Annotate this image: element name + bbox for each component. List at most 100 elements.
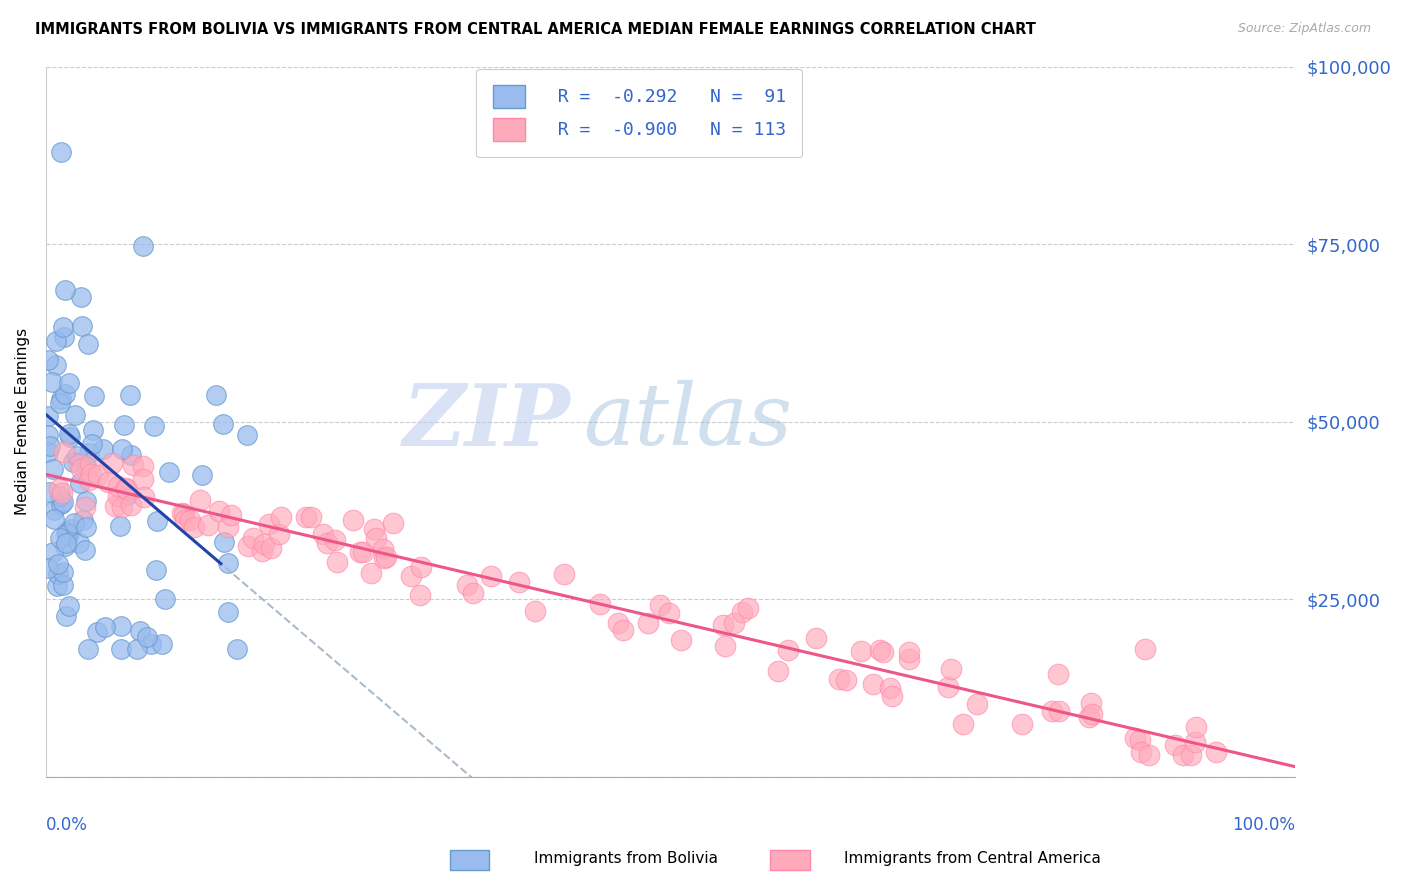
Y-axis label: Median Female Earnings: Median Female Earnings — [15, 328, 30, 516]
Point — [53, 387, 76, 401]
Point — [257, 517, 280, 532]
Point — [45, 358, 67, 372]
Point — [205, 388, 228, 402]
Point — [1123, 731, 1146, 745]
Point — [1080, 696, 1102, 710]
Point — [191, 468, 214, 483]
Point — [1205, 745, 1227, 759]
Point — [637, 616, 659, 631]
Point — [134, 490, 156, 504]
Point — [212, 417, 235, 431]
Point — [41, 375, 63, 389]
Point — [737, 600, 759, 615]
Point — [150, 637, 173, 651]
Point — [648, 598, 671, 612]
Point — [110, 641, 132, 656]
Point — [45, 579, 67, 593]
Point — [77, 641, 100, 656]
Point — [217, 520, 239, 534]
Point — [53, 330, 76, 344]
Point — [1129, 732, 1152, 747]
Point — [63, 408, 86, 422]
Point — [179, 513, 201, 527]
Point — [94, 620, 117, 634]
Point — [79, 458, 101, 472]
Point — [122, 458, 145, 473]
Point — [897, 652, 920, 666]
Point — [523, 604, 546, 618]
Point — [111, 442, 134, 456]
Point — [49, 392, 72, 406]
Point — [1078, 710, 1101, 724]
Point — [115, 483, 138, 497]
Point — [125, 641, 148, 656]
Point — [312, 527, 335, 541]
Point — [120, 448, 142, 462]
Point — [711, 617, 734, 632]
Point — [1047, 704, 1070, 718]
Point — [45, 334, 67, 348]
Point — [139, 637, 162, 651]
Point — [72, 513, 94, 527]
Point — [323, 533, 346, 547]
Point — [55, 536, 77, 550]
Point — [463, 586, 485, 600]
Point — [173, 508, 195, 522]
Point — [1184, 720, 1206, 734]
Point — [270, 509, 292, 524]
Point — [1130, 745, 1153, 759]
Point — [79, 446, 101, 460]
Point — [409, 589, 432, 603]
Point — [936, 681, 959, 695]
Point — [52, 495, 75, 509]
Text: IMMIGRANTS FROM BOLIVIA VS IMMIGRANTS FROM CENTRAL AMERICA MEDIAN FEMALE EARNING: IMMIGRANTS FROM BOLIVIA VS IMMIGRANTS FR… — [35, 22, 1036, 37]
Point — [75, 520, 97, 534]
Point — [58, 599, 80, 614]
Point — [76, 337, 98, 351]
Point — [731, 606, 754, 620]
Point — [197, 518, 219, 533]
Point — [67, 457, 90, 471]
Point — [1164, 739, 1187, 753]
Point — [373, 541, 395, 556]
Point — [73, 542, 96, 557]
Point — [880, 689, 903, 703]
Point — [91, 442, 114, 457]
Point — [766, 664, 789, 678]
Point — [103, 500, 125, 514]
Point — [83, 389, 105, 403]
Point — [108, 519, 131, 533]
Point — [100, 456, 122, 470]
Point — [872, 645, 894, 659]
Point — [456, 578, 478, 592]
Point — [48, 482, 70, 496]
Point — [217, 556, 239, 570]
Point — [170, 506, 193, 520]
Point — [295, 510, 318, 524]
Point — [59, 522, 82, 536]
Text: Immigrants from Central America: Immigrants from Central America — [844, 851, 1101, 865]
Point — [208, 503, 231, 517]
Point — [723, 615, 745, 630]
Point — [553, 567, 575, 582]
Point — [51, 486, 73, 500]
Legend:   R =  -0.292   N =  91,   R =  -0.900   N = 113: R = -0.292 N = 91, R = -0.900 N = 113 — [477, 69, 803, 157]
Point — [46, 557, 69, 571]
Point — [37, 561, 59, 575]
Point — [42, 545, 65, 559]
Point — [44, 511, 66, 525]
Point — [869, 643, 891, 657]
Point — [70, 290, 93, 304]
Point — [190, 493, 212, 508]
Point — [55, 609, 77, 624]
Point — [142, 418, 165, 433]
Text: Immigrants from Bolivia: Immigrants from Bolivia — [534, 851, 718, 865]
Point — [118, 387, 141, 401]
Point — [479, 568, 502, 582]
Point — [52, 320, 75, 334]
Point — [128, 624, 150, 638]
Point — [110, 500, 132, 515]
Point — [107, 479, 129, 493]
Point — [62, 454, 84, 468]
Point — [236, 427, 259, 442]
